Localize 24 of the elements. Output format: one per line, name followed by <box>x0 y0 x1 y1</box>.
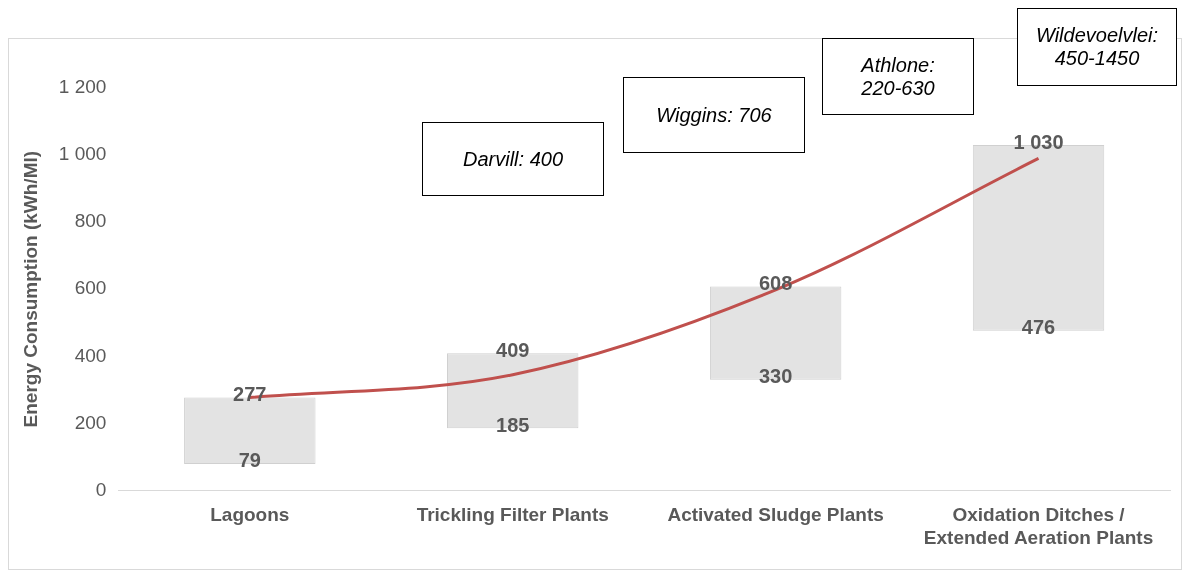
text-box: Wiggins: 706 <box>623 77 805 153</box>
text-box: Athlone: 220-630 <box>822 38 974 115</box>
y-tick-label: 200 <box>74 411 107 433</box>
y-tick-label: 0 <box>95 478 107 500</box>
y-tick-label: 1 200 <box>58 76 107 98</box>
annotation: 277 <box>233 383 267 406</box>
y-axis-title: Energy Consumption (kWh/Ml) <box>19 150 41 428</box>
x-tick-label: Trickling Filter Plants <box>416 504 609 526</box>
y-tick-label: 400 <box>74 344 107 366</box>
text-box: Wildevoelvlei: 450-1450 <box>1017 8 1177 86</box>
annotation: 330 <box>758 365 793 388</box>
x-tick-label: Lagoons <box>210 504 290 526</box>
x-tick-label: Activated Sludge Plants <box>667 504 884 526</box>
annotation: 409 <box>496 338 530 361</box>
x-tick-label: Oxidation Ditches / Extended Aeration Plants <box>923 504 1154 548</box>
annotation: 608 <box>758 272 793 295</box>
annotation: 79 <box>238 449 261 472</box>
y-tick-label: 800 <box>74 210 107 232</box>
y-tick-label: 600 <box>74 277 107 299</box>
y-tick-label: 1 000 <box>58 143 107 165</box>
annotation: 185 <box>496 413 530 436</box>
annotation: 476 <box>1021 316 1056 339</box>
annotation: 1 030 <box>1013 130 1064 153</box>
text-box: Darvill: 400 <box>422 122 604 196</box>
